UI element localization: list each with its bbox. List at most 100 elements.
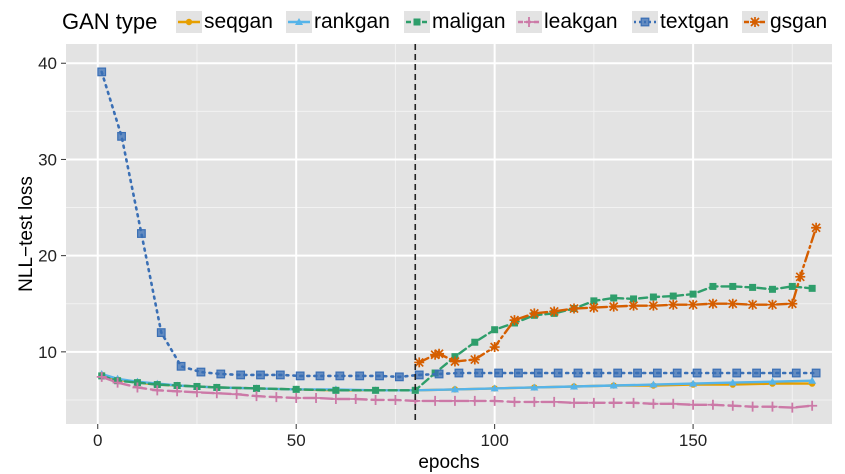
data-point-maligan [630,295,638,303]
y-tick-label: 40 [38,54,57,73]
y-axis-label: NLL−test loss [16,176,37,292]
data-point-leakgan [707,399,718,410]
x-tick-label: 0 [93,431,102,450]
data-point-leakgan [747,401,758,412]
data-point-maligan [372,386,380,394]
y-tick-label: 10 [38,343,57,362]
data-point-gsgan [795,271,806,282]
data-point-textgan [394,372,404,382]
data-point-maligan [729,282,737,290]
data-point-leakgan [608,397,619,408]
x-axis-label: epochs [418,452,479,473]
data-point-leakgan [370,394,381,405]
data-point-textgan [633,368,642,378]
data-point-leakgan [668,398,679,409]
data-point-textgan [593,368,603,378]
data-point-gsgan [449,356,460,367]
data-point-leakgan [211,388,222,399]
data-point-rankgan [490,384,499,392]
data-point-maligan [689,290,697,298]
legend-key-gsgan [742,11,768,33]
legend-item-maligan: maligan [404,9,506,35]
data-point-gsgan [811,222,822,233]
series-maligan [98,282,816,394]
data-point-textgan [732,368,742,378]
data-point-leakgan [271,392,282,403]
data-point-rankgan [689,379,698,387]
data-point-leakgan [509,396,520,407]
data-point-gsgan [549,306,560,317]
data-point-textgan [712,368,722,378]
data-point-gsgan [414,357,425,368]
legend-key-marker [295,18,303,25]
legend-key-marker [640,17,650,27]
data-point-textgan [672,368,682,378]
data-point-maligan [292,385,300,393]
data-point-textgan [256,370,265,380]
legend-key-textgan [632,11,658,33]
legend-label-leakgan: leakgan [544,10,618,33]
data-point-textgan [533,368,543,378]
legend-key-maligan [404,11,430,33]
legend-label-rankgan: rankgan [314,10,390,33]
data-point-leakgan [628,397,639,408]
data-point-maligan [808,284,816,292]
data-point-gsgan [529,308,540,319]
x-tick-label: 150 [679,431,707,450]
legend-item-leakgan: leakgan [516,9,618,35]
legend: GAN type seqgan rankgan maligan leakgan … [0,0,845,44]
legend-label-gsgan: gsgan [770,10,828,33]
data-point-maligan [610,294,618,302]
data-point-rankgan [808,376,817,384]
data-point-leakgan [787,402,798,413]
data-point-gsgan [668,299,679,310]
data-point-textgan [434,369,444,379]
legend-key-marker [524,17,534,27]
data-point-textgan [454,368,464,378]
data-point-leakgan [529,396,540,407]
data-point-textgan [375,371,384,381]
data-point-leakgan [767,401,778,412]
series-layer [96,44,822,424]
legend-key-seqgan [176,11,202,33]
data-point-maligan [491,326,499,334]
data-point-leakgan [191,387,202,398]
data-point-textgan [772,368,781,378]
data-point-leakgan [231,389,242,400]
data-point-rankgan [768,377,777,385]
data-point-textgan [137,229,146,238]
data-point-leakgan [112,377,123,388]
data-point-textgan [811,368,821,378]
data-point-textgan [613,368,623,378]
data-point-maligan [471,338,479,346]
data-point-maligan [193,382,201,390]
data-point-textgan [414,370,424,380]
data-point-gsgan [747,299,758,310]
data-point-leakgan [727,400,738,411]
data-point-gsgan [608,301,619,312]
legend-item-seqgan: seqgan [176,9,273,35]
data-point-leakgan [330,393,341,404]
data-point-textgan [494,368,504,378]
series-textgan [97,67,821,382]
data-point-leakgan [390,394,401,405]
data-point-gsgan [787,298,798,309]
data-point-gsgan [707,298,718,309]
data-point-rankgan [728,378,737,386]
data-point-maligan [788,282,796,290]
data-point-textgan [514,368,523,378]
data-point-gsgan [767,299,778,310]
data-point-leakgan [311,393,322,404]
data-point-textgan [315,371,325,381]
data-point-leakgan [251,391,262,402]
data-point-textgan [355,371,365,381]
data-point-textgan [553,368,563,378]
data-point-gsgan [430,349,441,360]
data-point-maligan [649,293,657,301]
data-point-maligan [669,292,677,300]
data-point-maligan [590,297,598,305]
data-point-leakgan [350,393,361,404]
x-tick-label: 100 [480,431,508,450]
data-point-maligan [213,383,221,391]
